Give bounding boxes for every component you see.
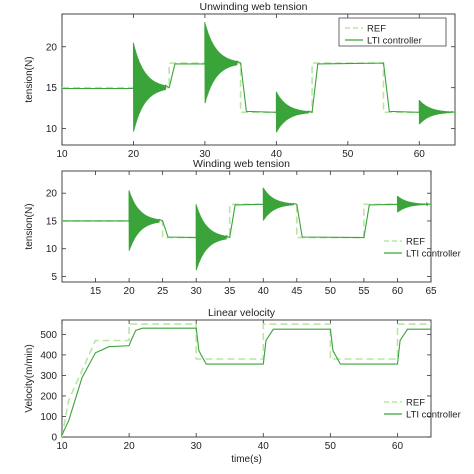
x-tick-label: 40 [258,441,270,452]
subplot-1: 10 20 30 40 50 60 10 15 20 Unwinding web tension t… [24,1,456,160]
x-tick-label: 30 [191,441,203,452]
x-tick-label: 30 [191,286,203,297]
x-tick-label: 20 [128,149,140,160]
plot-frame [61,13,456,146]
legend-label: REF [406,398,425,409]
x-tick-label: 45 [291,286,303,297]
x-tick-label: 60 [392,286,404,297]
plot-frame [61,170,432,283]
legend-box [338,17,447,47]
y-tick-label: 15 [46,216,58,227]
y-tick-label: 200 [40,391,57,402]
x-tick-label: 15 [90,286,102,297]
series-line-ref [62,62,455,114]
x-tick-label: 40 [258,286,270,297]
subplot-2: 15 20 25 30 35 40 45 50 55 60 65 5 10 15 20 Winding web… [24,158,461,297]
y-tick-label: 10 [46,244,58,255]
x-tick-label: 10 [56,441,68,452]
x-tick-label: 30 [199,149,211,160]
plot-frame [61,319,432,438]
legend-label: REF [406,237,425,248]
chart-title: Unwinding web tension [200,1,308,13]
x-tick-label: 50 [342,149,354,160]
y-tick-label: 20 [46,42,58,53]
y-tick-label: 5 [51,272,57,283]
x-tick-label: 20 [124,441,136,452]
legend-label: LTI controller [406,410,461,421]
series-line-ref [62,203,431,239]
legend-label: LTI controller [367,36,422,47]
series-line-ref [62,323,431,437]
y-tick-label: 15 [46,83,58,94]
x-tick-label: 35 [224,286,236,297]
y-tick-label: 100 [40,412,57,423]
x-tick-label: 25 [157,286,169,297]
x-tick-label: 60 [392,441,404,452]
series-line-lti-controller [62,22,455,133]
x-tick-label: 65 [425,286,437,297]
x-tick-label: 55 [358,286,370,297]
y-tick-label: 500 [40,330,57,341]
y-axis-label: tension(N) [24,56,35,102]
y-axis-label: Velocity(m/min) [24,344,35,412]
x-axis-label: time(s) [231,454,262,465]
x-tick-label: 60 [414,149,426,160]
y-tick-label: 400 [40,350,57,361]
legend-label: LTI controller [406,249,461,260]
y-tick-label: 300 [40,371,57,382]
x-tick-label: 20 [124,286,136,297]
x-tick-label: 10 [56,149,68,160]
y-tick-label: 20 [46,189,58,200]
chart-title: Winding web tension [193,158,290,170]
chart-title: Linear velocity [208,307,276,319]
legend-label: REF [367,24,386,35]
y-axis-label: tension(N) [24,203,35,249]
x-tick-label: 40 [271,149,283,160]
x-tick-label: 50 [325,286,337,297]
series-line-lti-controller [62,327,431,436]
x-tick-label: 50 [325,441,337,452]
subplot-3: 10 20 30 40 50 60 0 100 200 300 400 500 Linear veloc… [24,307,461,465]
y-tick-label: 10 [46,124,58,135]
y-tick-label: 0 [51,433,57,444]
series-line-lti-controller [62,187,431,271]
